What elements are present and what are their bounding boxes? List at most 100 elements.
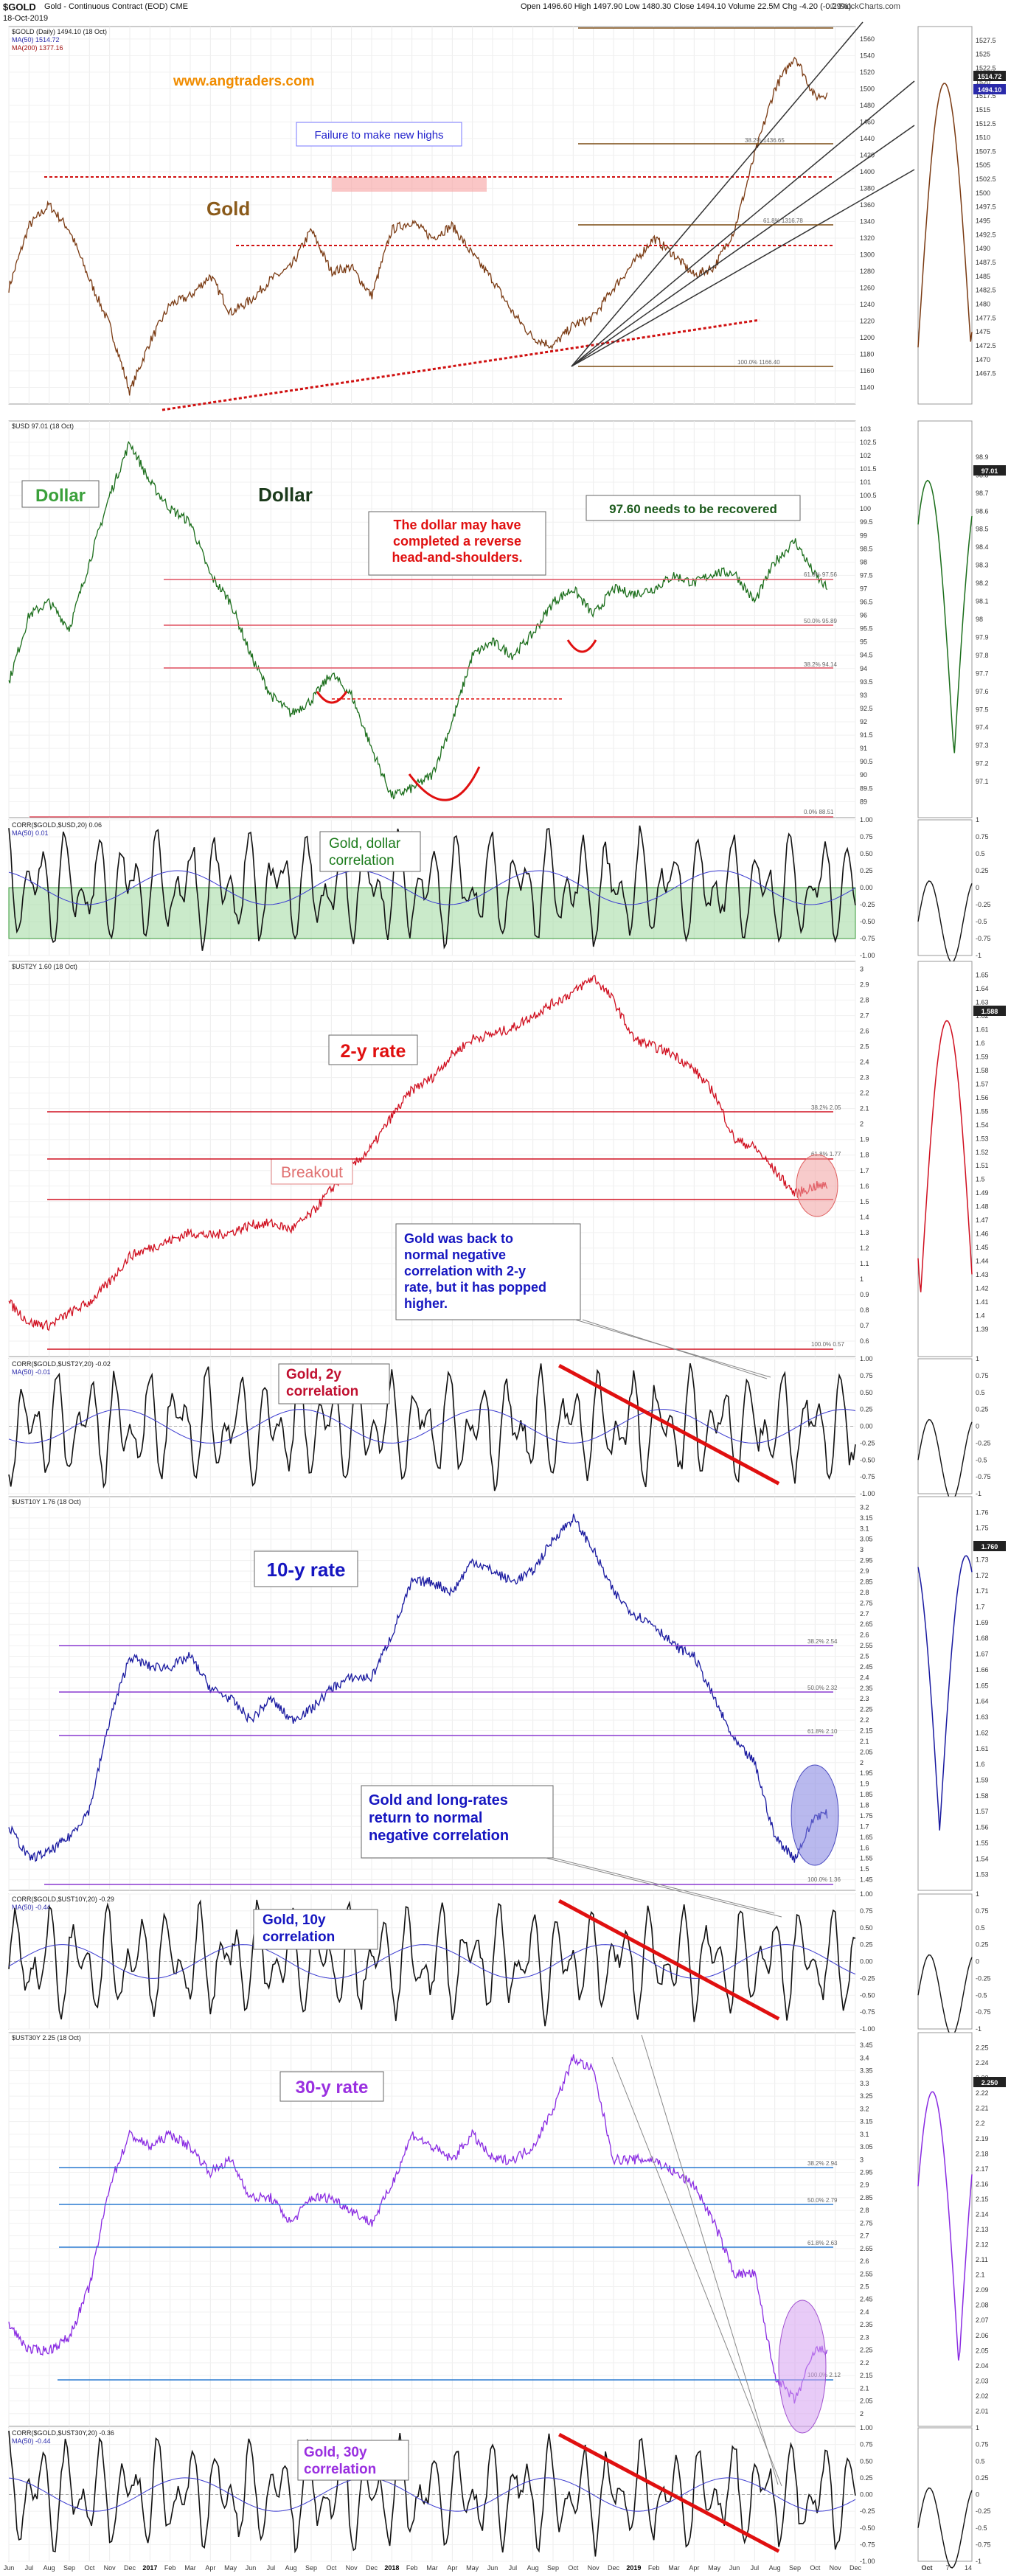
side-y-tick-label: 1.54 (976, 1121, 989, 1129)
y-tick-label: 94.5 (860, 652, 873, 659)
side-y-tick-label: 0 (976, 1423, 979, 1430)
y-tick-label: 1460 (860, 118, 875, 125)
last-value-text: 97.01 (981, 467, 998, 475)
side-y-tick-label: 2.14 (976, 2210, 989, 2218)
side-y-tick-label: 1.67 (976, 1651, 989, 1658)
y-tick-label: 2.2 (860, 1716, 869, 1724)
y-tick-label: -0.75 (860, 1473, 875, 1480)
y-tick-label: 1240 (860, 301, 875, 308)
fib-label: 61.8% 1.77 (811, 1151, 841, 1158)
y-tick-label: 2.7 (860, 1012, 869, 1020)
y-tick-label: 2.55 (860, 2270, 873, 2277)
side-y-tick-label: 2.1 (976, 2272, 985, 2279)
10y-callout-line: return to normal (369, 1810, 482, 1826)
side-y-tick-label: 1.58 (976, 1792, 989, 1800)
y-tick-label: 1.00 (860, 816, 873, 824)
side-y-tick-label: 1507.5 (976, 147, 996, 155)
y-tick-label: 1200 (860, 334, 875, 341)
side-y-tick-label: 2.11 (976, 2256, 988, 2263)
dollar-tag-text: Dollar (35, 486, 86, 506)
y-tick-label: 1380 (860, 184, 875, 192)
callout-connector (552, 1857, 775, 1914)
y-tick-label: 3.25 (860, 2092, 873, 2100)
y-tick-label: 1560 (860, 35, 875, 43)
y-tick-label: 2.7 (860, 2232, 869, 2240)
y-tick-label: -1.00 (860, 1490, 875, 1497)
side-y-tick-label: 97.1 (976, 778, 989, 785)
y-tick-label: 1160 (860, 367, 874, 375)
side-y-tick-label: 0.5 (976, 1389, 985, 1396)
side-y-tick-label: 0.5 (976, 850, 985, 857)
side-y-tick-label: 1477.5 (976, 314, 996, 321)
y-tick-label: 0.50 (860, 850, 873, 857)
side-month-tick-label: 7 (945, 2564, 949, 2572)
fan-trendline (571, 169, 915, 367)
fan-trendline (571, 125, 915, 367)
chart-date: 18-Oct-2019 (3, 14, 49, 23)
month-tick-label: Jul (751, 2564, 760, 2572)
side-y-tick-label: 0 (976, 2491, 979, 2499)
y-tick-label: 0.75 (860, 2441, 873, 2448)
side-y-tick-label: 2.04 (976, 2362, 989, 2370)
y-tick-label: 2.45 (860, 1663, 873, 1671)
y-tick-label: 3.15 (860, 1514, 873, 1522)
side-y-tick-label: 1495 (976, 217, 990, 225)
y-tick-label: 2.75 (860, 2219, 873, 2227)
month-tick-label: May (224, 2564, 237, 2572)
side-y-tick-label: 1510 (976, 134, 990, 142)
y-tick-label: 3.15 (860, 2118, 873, 2126)
side-y-tick-label: 1.49 (976, 1189, 989, 1197)
month-tick-label: Dec (608, 2564, 620, 2572)
month-tick-label: Jul (509, 2564, 518, 2572)
y-tick-label: 98.5 (860, 545, 873, 552)
fib-label: 61.8% 97.56 (804, 571, 837, 578)
y-tick-label: 94 (860, 665, 867, 672)
side-price-line (917, 2091, 973, 2361)
fib-label: 38.2% 1436.65 (745, 137, 785, 144)
side-correlation-line (917, 2487, 973, 2569)
gold-30y-corr-box (297, 2440, 409, 2481)
gold-30y-corr-label-line: Gold, 30y (304, 2445, 367, 2460)
y-tick-label: 2.35 (860, 2321, 873, 2328)
last-value-text: 1.760 (981, 1543, 998, 1550)
side-y-tick-label: -0.25 (976, 2507, 991, 2515)
y-tick-label: -0.50 (860, 1991, 875, 1999)
side-month-tick-label: Oct (921, 2564, 932, 2572)
side-y-tick-label: 1.68 (976, 1635, 989, 1642)
side-y-tick-label: 1.43 (976, 1271, 989, 1278)
breakout-box (271, 1158, 353, 1185)
side-y-tick-label: 0 (976, 884, 979, 891)
side-y-tick-label: 2.25 (976, 2044, 989, 2052)
price-line (8, 57, 828, 396)
2y-callout-line: Gold was back to (404, 1231, 513, 1246)
y-tick-label: 1340 (860, 217, 875, 225)
y-tick-label: 1.45 (860, 1876, 873, 1884)
y-tick-label: 0.8 (860, 1306, 869, 1314)
y-tick-label: 1.2 (860, 1245, 869, 1252)
y-tick-label: 2.95 (860, 2168, 873, 2176)
month-tick-label: Jun (729, 2564, 740, 2572)
month-tick-label: Apr (205, 2564, 215, 2572)
side-y-tick-label: -0.75 (976, 1473, 991, 1480)
2y-callout-box (395, 1223, 581, 1320)
side-y-tick-label: 1.65 (976, 971, 989, 978)
y-tick-label: -0.25 (860, 2507, 875, 2515)
red-downtrend-arrow (558, 1898, 780, 2021)
gold-2y-corr-label-line: Gold, 2y (286, 1367, 341, 1382)
y-tick-label: 2.5 (860, 1043, 869, 1051)
side-month-tick-label: 14 (965, 2564, 972, 2572)
y-tick-label: 1.9 (860, 1780, 869, 1788)
panel-legend: MA(50) -0.01 (12, 1368, 51, 1376)
y-tick-label: 0.6 (860, 1337, 869, 1345)
panel-legend: $USD 97.01 (18 Oct) (12, 422, 74, 430)
correlation-line (8, 1363, 856, 1491)
y-tick-label: 90 (860, 771, 867, 779)
side-y-tick-label: 1.45 (976, 1244, 989, 1251)
y-tick-label: 91 (860, 745, 867, 752)
y-tick-label: 92 (860, 718, 867, 725)
y-tick-label: -0.25 (860, 1439, 875, 1447)
side-y-tick-label: 2.13 (976, 2226, 989, 2233)
side-y-tick-label: 98.6 (976, 507, 989, 515)
y-tick-label: 98 (860, 558, 867, 565)
side-y-tick-label: -0.75 (976, 935, 991, 942)
